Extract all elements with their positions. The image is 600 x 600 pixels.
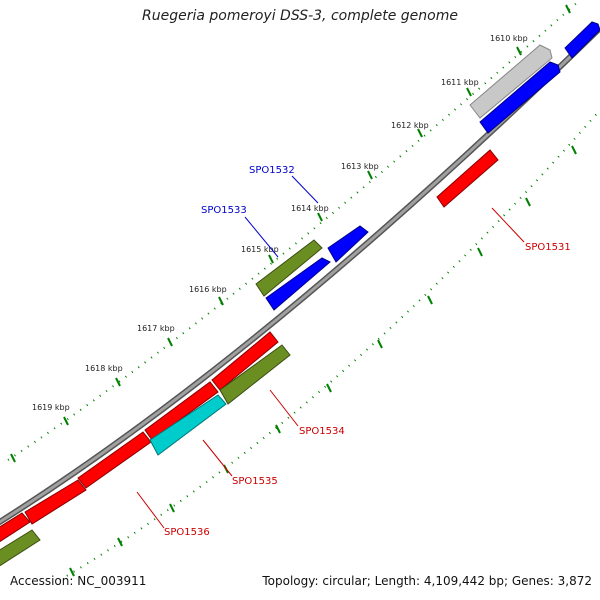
label-spo1531: SPO1531 [525, 242, 571, 253]
label-spo1532: SPO1532 [249, 165, 295, 176]
kbp-label-1610: 1610 kbp [490, 34, 528, 43]
gene-spo1531[interactable] [436, 149, 499, 208]
label-spo1533: SPO1533 [201, 205, 247, 216]
gene-spo1534[interactable] [219, 344, 291, 405]
kbp-label-1619: 1619 kbp [32, 403, 70, 412]
label-spo1534: SPO1534 [299, 426, 345, 437]
gene-top-blue[interactable] [564, 21, 600, 59]
gene-red-left[interactable] [0, 512, 31, 548]
gene-labels: SPO1532 SPO1533 SPO1531 SPO1534 SPO1535 … [164, 165, 571, 538]
gene-spo1533-blue[interactable] [265, 257, 331, 311]
inner-major-ticks [69, 145, 577, 577]
kbp-label-1616: 1616 kbp [189, 285, 227, 294]
gene-spo1535[interactable] [149, 394, 227, 456]
kbp-label-1617: 1617 kbp [137, 324, 175, 333]
outer-major-ticks [10, 4, 571, 463]
gene-red-b[interactable] [144, 381, 219, 441]
gene-olive-left[interactable] [0, 529, 41, 572]
gene-spo1532[interactable] [327, 225, 369, 263]
map-title: Ruegeria pomeroyi DSS-3, complete genome [142, 8, 458, 24]
kbp-labels: 1610 kbp 1611 kbp 1612 kbp 1613 kbp 1614… [32, 34, 528, 412]
kbp-label-1613: 1613 kbp [341, 162, 379, 171]
kbp-label-1618: 1618 kbp [85, 364, 123, 373]
reverse-genes [0, 149, 499, 572]
kbp-label-1614: 1614 kbp [291, 204, 329, 213]
gene-spo1536[interactable] [24, 479, 87, 525]
genome-summary-text: Topology: circular; Length: 4,109,442 bp… [262, 574, 592, 588]
kbp-label-1612: 1612 kbp [391, 121, 429, 130]
gene-spo1533-green[interactable] [255, 239, 323, 297]
label-leaders [136, 175, 525, 529]
gene-blue-1[interactable] [479, 61, 561, 134]
accession-text: Accession: NC_003911 [10, 574, 147, 588]
kbp-label-1615: 1615 kbp [241, 245, 279, 254]
outer-tick-ring [7, 0, 581, 461]
label-spo1536: SPO1536 [164, 527, 210, 538]
label-spo1535: SPO1535 [232, 476, 278, 487]
forward-genes [255, 21, 600, 311]
gene-red-a[interactable] [211, 331, 279, 391]
kbp-label-1611: 1611 kbp [441, 78, 479, 87]
gene-grey[interactable] [469, 44, 553, 119]
inner-tick-ring [59, 109, 600, 581]
